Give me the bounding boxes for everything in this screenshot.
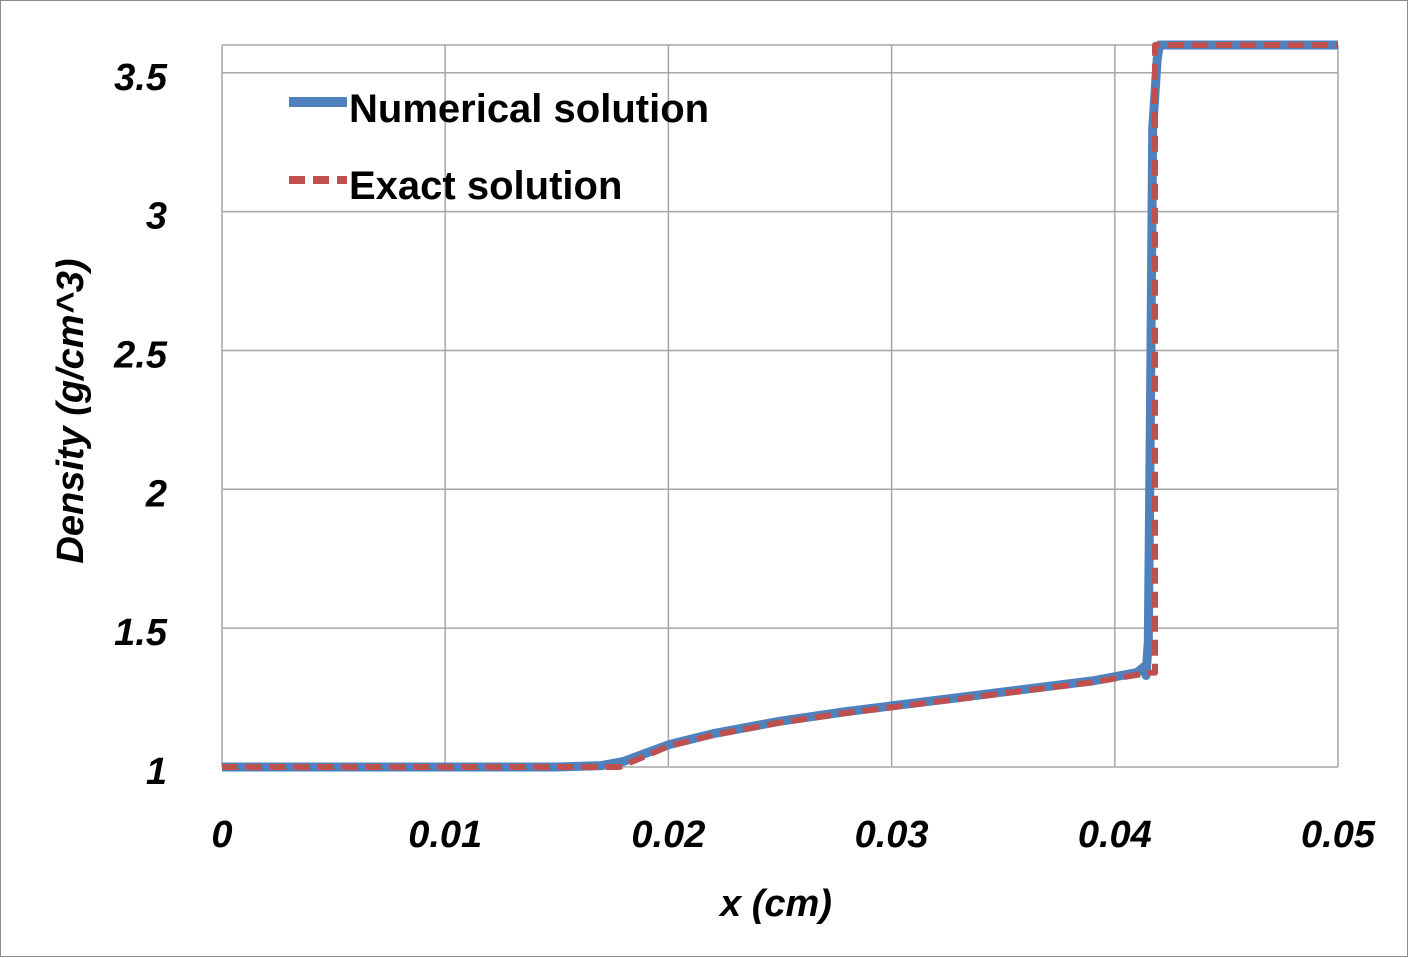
x-axis-title: x (cm) [718, 883, 832, 925]
series-lines [222, 40, 1338, 772]
legend-label-exact: Exact solution [349, 164, 622, 208]
y-tick-label: 2.5 [113, 334, 168, 376]
x-tick-label: 0 [211, 814, 232, 856]
y-tick-label: 1 [146, 751, 167, 793]
legend: Numerical solution Exact solution [289, 87, 709, 208]
legend-label-numerical: Numerical solution [349, 87, 709, 131]
y-tick-label: 1.5 [114, 612, 168, 654]
y-axis-tick-labels: 1 1.5 2 2.5 3 3.5 [113, 57, 168, 793]
series-line-exact [222, 42, 1338, 770]
series-line-numerical [222, 40, 1338, 772]
x-tick-label: 0.01 [408, 814, 482, 856]
x-tick-label: 0.04 [1078, 814, 1152, 856]
y-axis-title: Density (g/cm^3) [50, 258, 92, 563]
x-tick-label: 0.02 [631, 814, 705, 856]
gridlines [221, 44, 1339, 768]
y-tick-label: 2 [145, 473, 167, 515]
x-axis-tick-labels: 0 0.01 0.02 0.03 0.04 0.05 [211, 814, 1375, 856]
x-tick-label: 0.05 [1301, 814, 1376, 856]
y-tick-label: 3 [146, 196, 167, 238]
y-tick-label: 3.5 [114, 57, 168, 99]
x-tick-label: 0.03 [855, 814, 929, 856]
